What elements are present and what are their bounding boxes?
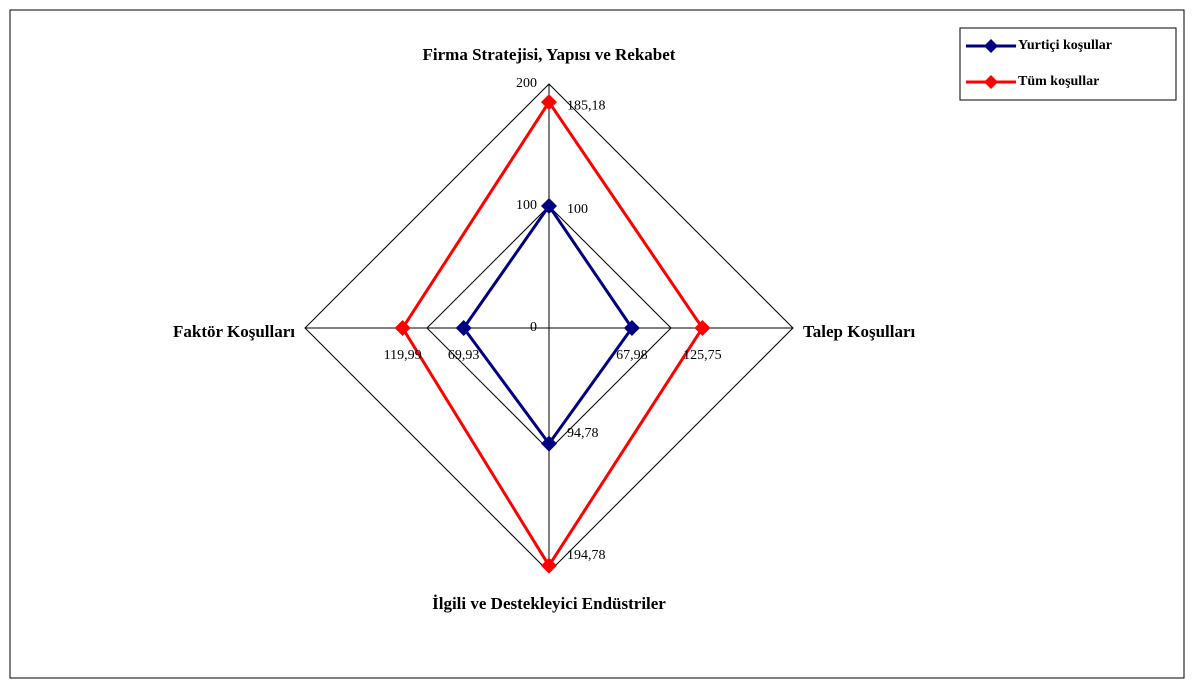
legend-box [959,27,1177,101]
legend-marker [984,39,998,53]
value-label: 94,78 [567,426,599,441]
value-label: 125,75 [683,348,722,363]
value-label: 119,99 [384,348,422,363]
legend-label: Tüm koşullar [1018,74,1099,89]
point [541,557,557,574]
category-label: Talep Koşulları [803,322,916,341]
value-label: 194,78 [567,548,606,563]
value-label: 185,18 [567,98,606,113]
legend-label: Yurtiçi koşullar [1018,38,1112,53]
point [541,198,557,214]
tick-label: 100 [516,198,537,213]
point [394,320,411,336]
category-label: İlgili ve Destekleyici Endüstriler [432,594,666,613]
value-label: 69,93 [448,348,480,363]
category-label: Firma Stratejisi, Yapısı ve Rekabet [423,45,676,64]
point [541,435,557,452]
legend-marker [984,75,998,89]
point [623,320,640,336]
point [694,320,711,336]
value-label: 100 [567,202,588,217]
value-label: 67,98 [616,348,648,363]
point [541,94,557,111]
category-label: Faktör Koşulları [173,322,295,341]
chart-frame [9,9,1185,679]
tick-label: 200 [516,76,537,91]
point [455,320,472,336]
